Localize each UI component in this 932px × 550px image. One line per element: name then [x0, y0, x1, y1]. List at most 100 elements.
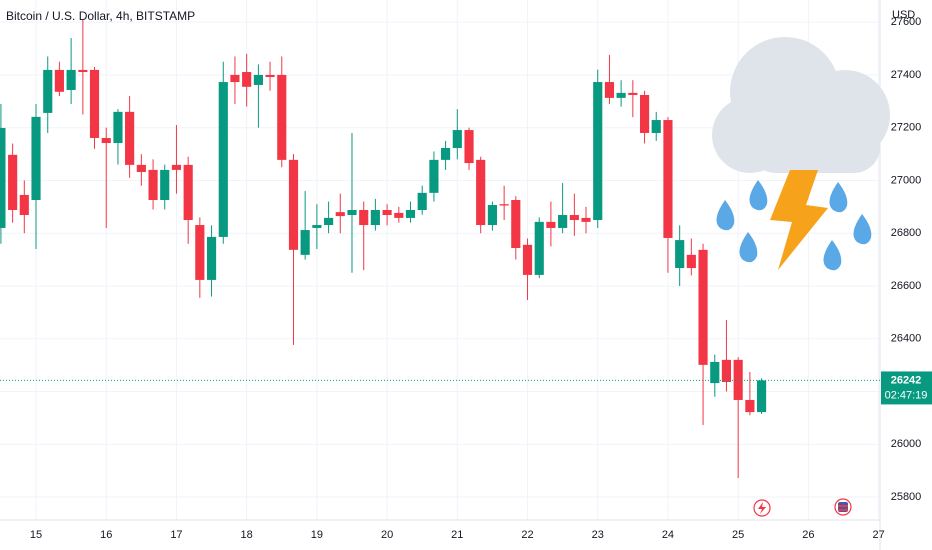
y-tick-label: 27600: [891, 16, 922, 28]
price-tag: [881, 371, 932, 405]
candle-body: [745, 399, 755, 413]
y-tick-label: 26600: [891, 280, 922, 292]
candle-body: [8, 154, 18, 211]
candle-body: [464, 130, 474, 164]
candle-body: [66, 69, 76, 90]
x-tick-label: 20: [381, 529, 393, 541]
candle-body: [171, 164, 182, 170]
candle-body: [558, 215, 568, 228]
candle-body: [31, 116, 41, 200]
y-tick-label: 26000: [891, 438, 922, 450]
candle-body: [265, 74, 275, 78]
candle-body: [593, 82, 603, 221]
price-label: 26242: [891, 374, 922, 386]
candle-body: [89, 69, 100, 138]
x-tick-label: 15: [30, 529, 42, 541]
candle-body: [78, 69, 88, 73]
candle-body: [616, 92, 626, 98]
x-tick-label: 27: [872, 529, 884, 541]
candle-body: [300, 230, 310, 255]
candle-body: [382, 210, 392, 216]
candle-body: [230, 74, 240, 83]
x-tick-label: 21: [451, 529, 463, 541]
candle-body: [499, 204, 509, 206]
candle-body: [663, 120, 673, 238]
x-tick-label: 22: [521, 529, 533, 541]
candle-body: [511, 199, 521, 248]
candle-body: [487, 204, 497, 226]
x-tick-label: 18: [241, 529, 253, 541]
candle-body: [534, 221, 544, 275]
candle-body: [756, 380, 767, 413]
y-tick-label: 26800: [891, 227, 922, 239]
event-icon[interactable]: [753, 499, 771, 517]
candle-body: [0, 127, 6, 228]
x-tick-label: 23: [592, 529, 604, 541]
candle-body: [441, 148, 451, 160]
currency-label: USD: [892, 9, 915, 21]
candle-body: [288, 159, 299, 250]
axes: 2580026000262002640026600268002700027200…: [0, 16, 932, 541]
x-tick-label: 26: [802, 529, 814, 541]
candles: [0, 19, 767, 479]
candle-body: [522, 244, 533, 275]
candle-body: [206, 236, 217, 280]
candle-body: [195, 225, 205, 280]
candle-body: [417, 192, 427, 211]
x-tick-label: 16: [100, 529, 112, 541]
candle-body: [125, 111, 135, 165]
x-tick-label: 25: [732, 529, 744, 541]
y-tick-label: 26400: [891, 333, 922, 345]
candle-body: [429, 159, 439, 193]
y-tick-label: 27400: [891, 69, 922, 81]
candle-body: [604, 82, 615, 98]
y-tick-label: 27000: [891, 174, 922, 186]
candle-body: [218, 82, 228, 237]
candle-body: [43, 69, 53, 113]
candle-body: [242, 72, 252, 87]
candle-body: [698, 249, 708, 365]
candle-body: [277, 74, 287, 160]
candle-body: [628, 92, 638, 95]
candle-body: [686, 254, 696, 269]
candle-body: [476, 159, 486, 226]
candle-body: [136, 164, 146, 173]
candle-body: [405, 210, 416, 218]
candle-body: [675, 240, 685, 269]
candle-body: [569, 215, 579, 221]
candle-body: [359, 210, 369, 226]
candle-body: [394, 212, 404, 218]
countdown-label: 02:47:19: [885, 389, 928, 401]
x-tick-label: 19: [311, 529, 323, 541]
candle-body: [452, 130, 462, 149]
candle-body: [54, 69, 64, 92]
candle-body: [581, 217, 591, 222]
candle-body: [148, 169, 158, 200]
candle-body: [370, 210, 380, 226]
chart-title: Bitcoin / U.S. Dollar, 4h, BITSTAMP: [6, 9, 195, 23]
candle-body: [651, 120, 661, 133]
weather-icon: [712, 37, 890, 271]
x-tick-label: 24: [662, 529, 674, 541]
candle-body: [324, 217, 334, 226]
candle-body: [733, 359, 743, 400]
candle-body: [639, 94, 650, 133]
event-icon[interactable]: [834, 498, 852, 516]
y-tick-label: 25800: [891, 491, 922, 503]
candle-body: [160, 169, 170, 200]
candle-body: [253, 74, 263, 85]
candle-body: [710, 361, 720, 384]
candle-body: [721, 359, 732, 383]
candle-body: [347, 210, 357, 216]
x-tick-label: 17: [170, 529, 182, 541]
grid: [0, 0, 880, 520]
candle-body: [183, 164, 193, 221]
candle-body: [335, 212, 345, 217]
candle-body: [113, 111, 123, 143]
candle-body: [312, 225, 322, 228]
candle-body: [19, 194, 29, 216]
y-tick-label: 27200: [891, 122, 922, 134]
candle-body: [101, 137, 111, 143]
candle-body: [546, 221, 556, 228]
